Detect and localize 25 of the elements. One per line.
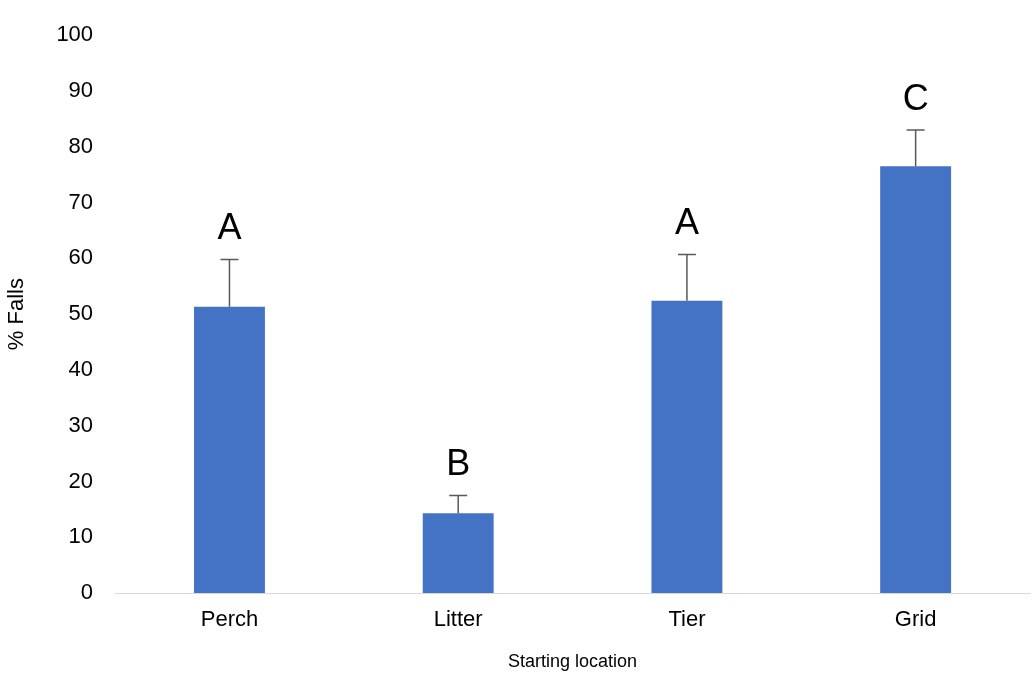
- bar: [422, 513, 494, 593]
- y-tick-label: 0: [80, 579, 94, 605]
- y-tick-label: 90: [68, 77, 94, 103]
- x-tick-label: Tier: [668, 606, 706, 632]
- y-tick-label: 100: [56, 21, 94, 47]
- y-tick-label: 20: [68, 467, 94, 493]
- bar: [651, 300, 723, 593]
- x-tick-label: Grid: [894, 606, 937, 632]
- bar: [194, 306, 265, 593]
- bar: [880, 166, 952, 593]
- annotation: A: [217, 206, 242, 248]
- x-tick-label: Perch: [200, 606, 259, 632]
- y-tick-label: 60: [68, 244, 94, 270]
- annotation: B: [446, 442, 471, 484]
- annotation: C: [902, 76, 929, 118]
- x-axis-title: Starting location: [508, 651, 638, 672]
- x-tick-label: Litter: [433, 606, 483, 632]
- y-tick-label: 80: [68, 132, 94, 158]
- y-tick-label: 70: [68, 188, 94, 214]
- annotation: A: [674, 201, 699, 243]
- y-tick-label: 50: [68, 300, 94, 326]
- y-axis-title: % Falls: [3, 278, 29, 351]
- y-tick-label: 10: [68, 523, 94, 549]
- y-tick-label: 40: [68, 355, 94, 381]
- y-tick-label: 30: [68, 411, 94, 437]
